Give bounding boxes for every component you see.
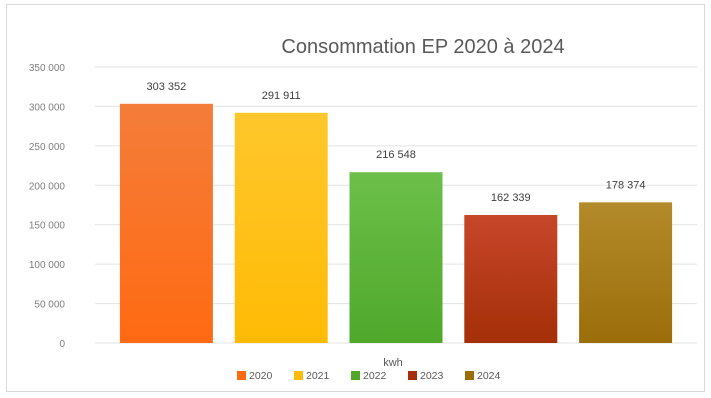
bar-chart: Consommation EP 2020 à 2024 0 50 000 100 0… [29,36,697,382]
y-tick-label: 150 000 [29,221,66,232]
legend-swatch-2024 [465,371,474,380]
bar-2021 [234,112,328,343]
y-axis-ticks: 0 50 000 100 000 150 000 200 000 250 000 300 0… [29,63,66,350]
bars [119,103,673,343]
legend-label-2021: 2021 [306,370,330,382]
legend-label-2022: 2022 [363,370,387,382]
y-tick-label: 200 000 [29,181,66,192]
y-tick-label: 100 000 [29,260,66,271]
data-label-2020: 303 352 [147,81,187,93]
legend-swatch-2022 [351,371,360,380]
legend-label-2020: 2020 [249,370,273,382]
y-tick-label: 250 000 [29,142,66,153]
legend-label-2023: 2023 [420,370,444,382]
legend-label-2024: 2024 [477,370,501,382]
y-tick-label: 350 000 [29,63,66,74]
bar-2024 [579,202,673,343]
data-label-2022: 216 548 [376,149,416,161]
legend-swatch-2023 [408,371,417,380]
y-tick-label: 300 000 [29,102,66,113]
data-label-2023: 162 339 [491,192,531,204]
legend-swatch-2021 [294,371,303,380]
chart-title: Consommation EP 2020 à 2024 [281,36,564,58]
data-label-2024: 178 374 [606,179,646,191]
bar-2020 [119,103,213,343]
data-labels: 303 352 291 911 216 548 162 339 178 374 [147,81,646,204]
legend-swatch-2020 [237,371,246,380]
bar-2022 [349,172,443,343]
legend: 2020 2021 2022 2023 2024 [237,370,501,382]
x-axis-label: kwh [383,357,403,369]
y-tick-label: 0 [59,339,65,350]
y-tick-label: 50 000 [34,300,65,311]
data-label-2021: 291 911 [262,90,301,102]
chart-frame: Consommation EP 2020 à 2024 0 50 000 100 0… [6,4,705,392]
bar-2023 [464,214,558,343]
